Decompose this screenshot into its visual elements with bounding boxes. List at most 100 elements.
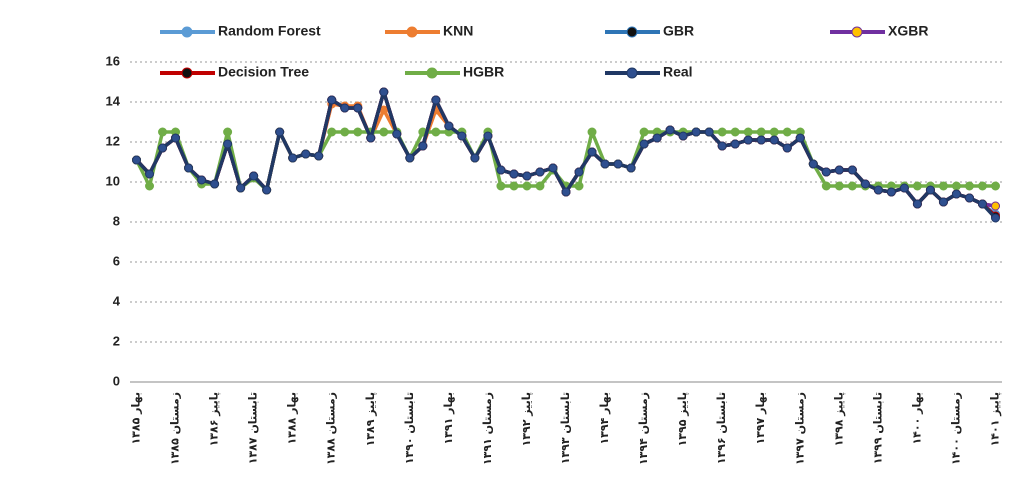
x-tick-label: ۱۴۰۱ پاییز [988, 392, 1001, 446]
data-point [731, 128, 739, 136]
data-point [965, 182, 973, 190]
data-point [419, 142, 427, 150]
data-point [380, 88, 388, 96]
data-point [770, 136, 778, 144]
data-point [978, 182, 986, 190]
data-point [991, 182, 999, 190]
data-point [822, 168, 830, 176]
data-point [770, 128, 778, 136]
data-point [861, 180, 869, 188]
x-tick-label: ۱۳۸۵ بهار [130, 392, 143, 445]
data-point [952, 182, 960, 190]
data-point [939, 198, 947, 206]
data-point [848, 182, 856, 190]
data-point [614, 160, 622, 168]
data-point [536, 168, 544, 176]
data-point [744, 136, 752, 144]
data-point [341, 104, 349, 112]
data-point [484, 132, 492, 140]
legend-marker [627, 27, 637, 37]
data-point [510, 182, 518, 190]
legend-label: GBR [663, 23, 694, 39]
data-point [523, 182, 531, 190]
x-tick-label: ۱۳۹۲ پاییز [520, 392, 533, 446]
data-point [757, 136, 765, 144]
data-point [588, 148, 596, 156]
data-point [523, 172, 531, 180]
y-tick-label: 16 [106, 53, 120, 68]
data-point [289, 154, 297, 162]
data-point [809, 160, 817, 168]
legend-label: Real [663, 64, 693, 80]
data-point [679, 132, 687, 140]
x-tick-label: ۱۳۸۹ پاییز [364, 392, 377, 446]
x-tick-label: ۱۳۹۱ زمستان [481, 392, 494, 465]
legend-marker [182, 68, 192, 78]
data-point [354, 104, 362, 112]
data-point [432, 96, 440, 104]
data-point [276, 128, 284, 136]
data-point [146, 170, 154, 178]
data-point [432, 128, 440, 136]
chart: 0246810121416۱۳۸۵ بهار۱۳۸۵ زمستان۱۳۸۶ پا… [0, 0, 1036, 482]
x-tick-label: ۱۳۸۸ بهار [286, 392, 299, 445]
data-point [666, 126, 674, 134]
data-point [627, 164, 635, 172]
data-point [497, 166, 505, 174]
data-point [822, 182, 830, 190]
data-point [926, 186, 934, 194]
data-point [185, 164, 193, 172]
data-point [744, 128, 752, 136]
data-point [354, 128, 362, 136]
x-tick-label: ۱۳۹۷ بهار [754, 392, 767, 445]
data-point [913, 182, 921, 190]
data-point [562, 188, 570, 196]
data-point [796, 134, 804, 142]
data-point [900, 184, 908, 192]
data-point [198, 176, 206, 184]
data-point [874, 186, 882, 194]
data-point [224, 140, 232, 148]
x-tick-label: ۱۳۹۹ تابستان [871, 392, 884, 464]
x-tick-label: ۱۳۹۷ زمستان [793, 392, 806, 465]
x-tick-label: ۱۳۸۶ پاییز [208, 392, 221, 446]
y-tick-label: 6 [113, 253, 120, 268]
legend-label: HGBR [463, 64, 504, 80]
data-point [887, 188, 895, 196]
data-point [510, 170, 518, 178]
legend-marker [407, 27, 417, 37]
data-point [718, 128, 726, 136]
x-tick-label: ۱۳۸۵ زمستان [169, 392, 182, 465]
data-point [575, 168, 583, 176]
x-tick-label: ۱۳۸۷ تابستان [247, 392, 260, 464]
data-point [640, 128, 648, 136]
data-point [965, 194, 973, 202]
legend-marker [427, 68, 437, 78]
x-tick-label: ۱۳۹۶ تابستان [715, 392, 728, 464]
data-point [133, 156, 141, 164]
data-point [601, 160, 609, 168]
data-point [991, 202, 999, 210]
data-point [718, 142, 726, 150]
legend-marker [182, 27, 192, 37]
data-point [939, 182, 947, 190]
data-point [731, 140, 739, 148]
y-tick-label: 8 [113, 213, 120, 228]
data-point [497, 182, 505, 190]
data-point [328, 96, 336, 104]
x-tick-label: ۱۳۹۱ بهار [442, 392, 455, 445]
data-point [159, 128, 167, 136]
data-point [224, 128, 232, 136]
data-point [835, 166, 843, 174]
data-point [146, 182, 154, 190]
data-point [757, 128, 765, 136]
data-point [952, 190, 960, 198]
data-point [263, 186, 271, 194]
x-tick-label: ۱۳۸۸ زمستان [325, 392, 338, 465]
legend-label: KNN [443, 23, 473, 39]
data-point [575, 182, 583, 190]
data-point [588, 128, 596, 136]
data-point [978, 200, 986, 208]
x-tick-label: ۱۴۰۰ بهار [910, 392, 923, 445]
legend-label: Decision Tree [218, 64, 309, 80]
